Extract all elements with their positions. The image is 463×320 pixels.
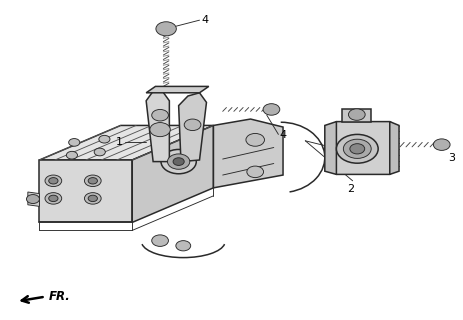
Circle shape <box>184 119 200 131</box>
Circle shape <box>175 241 190 251</box>
Circle shape <box>348 109 364 120</box>
Circle shape <box>66 151 77 159</box>
Circle shape <box>151 235 168 246</box>
Polygon shape <box>178 93 206 162</box>
Circle shape <box>49 178 58 184</box>
Text: 4: 4 <box>279 130 286 140</box>
Circle shape <box>84 175 101 187</box>
Polygon shape <box>28 192 39 206</box>
Circle shape <box>88 195 97 202</box>
Circle shape <box>150 123 170 137</box>
Text: 4: 4 <box>201 15 208 25</box>
Polygon shape <box>39 125 213 160</box>
Polygon shape <box>342 109 370 122</box>
Circle shape <box>161 149 196 174</box>
Polygon shape <box>389 122 398 174</box>
Circle shape <box>151 109 168 121</box>
Polygon shape <box>146 86 208 93</box>
Text: 1: 1 <box>116 137 123 148</box>
Polygon shape <box>329 122 396 174</box>
Circle shape <box>84 193 101 204</box>
Circle shape <box>45 193 62 204</box>
Polygon shape <box>146 91 169 162</box>
Circle shape <box>26 195 39 204</box>
Circle shape <box>336 134 377 163</box>
Text: FR.: FR. <box>49 291 70 303</box>
Polygon shape <box>324 122 336 174</box>
Text: 3: 3 <box>447 153 455 163</box>
Circle shape <box>88 178 97 184</box>
Circle shape <box>349 144 364 154</box>
Circle shape <box>245 133 264 146</box>
Circle shape <box>94 148 105 156</box>
Polygon shape <box>213 119 282 188</box>
Circle shape <box>432 139 449 150</box>
Polygon shape <box>132 125 213 222</box>
Circle shape <box>173 158 184 165</box>
Circle shape <box>69 139 80 146</box>
Circle shape <box>343 139 370 158</box>
Text: 2: 2 <box>346 184 353 194</box>
Circle shape <box>156 22 176 36</box>
Circle shape <box>246 166 263 178</box>
Circle shape <box>167 154 189 169</box>
Circle shape <box>49 195 58 202</box>
Circle shape <box>263 104 279 115</box>
Polygon shape <box>39 160 132 222</box>
Circle shape <box>99 135 110 143</box>
Circle shape <box>45 175 62 187</box>
